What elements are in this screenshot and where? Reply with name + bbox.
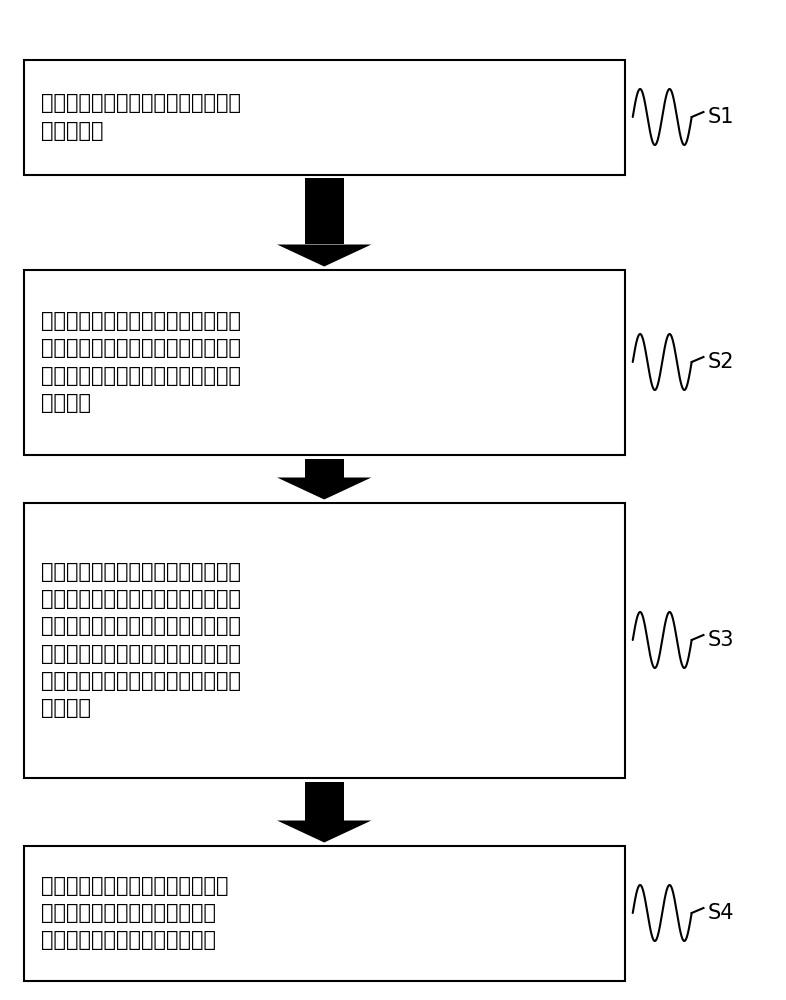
Polygon shape (277, 244, 372, 266)
Polygon shape (277, 820, 372, 842)
Text: S1: S1 (707, 107, 734, 127)
Bar (24, 502, 625, 778)
Text: 利用注浆设备向注浆锚杆的内部快速
注浆，浆液通过注浆锚杆扩散至岩体
的缝隙中，使注浆锚杆与岩体快速胶
结为一体: 利用注浆设备向注浆锚杆的内部快速 注浆，浆液通过注浆锚杆扩散至岩体 的缝隙中，使… (41, 311, 241, 413)
Text: 根据施工工艺横向加密绳径起端的钢
丝绳头顺花压茬编花，固定在纵向的
主绳径上；纵向加密的，则要把起端
的钢丝绳头固定在横向的主绳径上，
分别通过每一块锚固锚杆的: 根据施工工艺横向加密绳径起端的钢 丝绳头顺花压茬编花，固定在纵向的 主绳径上；纵… (41, 562, 241, 718)
Bar (305, 178, 344, 244)
Bar (305, 458, 344, 478)
Bar (24, 60, 625, 174)
Text: S3: S3 (707, 630, 734, 650)
Text: S2: S2 (707, 352, 734, 372)
Text: 向巷道岩体表面喷射混凝土喷层，
这样就使混凝土喷层、钢丝绳、
锚杆及周边围岩有效组合在一起: 向巷道岩体表面喷射混凝土喷层， 这样就使混凝土喷层、钢丝绳、 锚杆及周边围岩有效… (41, 876, 229, 950)
Bar (305, 782, 344, 820)
Polygon shape (277, 478, 372, 500)
Text: S4: S4 (707, 903, 734, 923)
Bar (24, 269, 625, 454)
Bar (24, 846, 625, 980)
Text: 在巷道岩体的内表面均匀的植入多层
次注浆锚杆: 在巷道岩体的内表面均匀的植入多层 次注浆锚杆 (41, 93, 241, 141)
